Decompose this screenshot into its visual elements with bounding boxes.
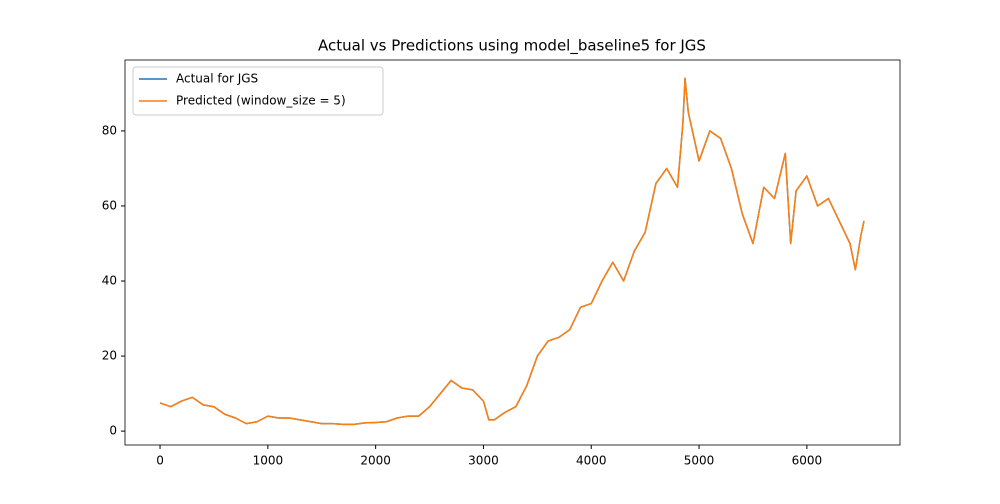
legend-box (132, 66, 384, 116)
y-tick-label: 20 (102, 349, 117, 363)
plot-frame (124, 59, 901, 446)
x-tick-label: 1000 (253, 454, 284, 468)
chart-title: Actual vs Predictions using model_baseli… (318, 37, 706, 56)
legend-label: Predicted (window_size = 5) (176, 94, 346, 108)
y-tick-label: 80 (102, 123, 117, 137)
y-tick-label: 0 (109, 424, 117, 438)
series-line (159, 77, 865, 426)
y-tick-label: 40 (102, 274, 117, 288)
x-tick-label: 6000 (792, 454, 823, 468)
x-tick-label: 3000 (468, 454, 499, 468)
x-tick-label: 0 (156, 454, 164, 468)
x-tick-label: 2000 (360, 454, 391, 468)
x-tick-label: 5000 (684, 454, 715, 468)
legend-label: Actual for JGS (176, 72, 258, 86)
x-tick-label: 4000 (576, 454, 607, 468)
y-tick-label: 60 (102, 198, 117, 212)
